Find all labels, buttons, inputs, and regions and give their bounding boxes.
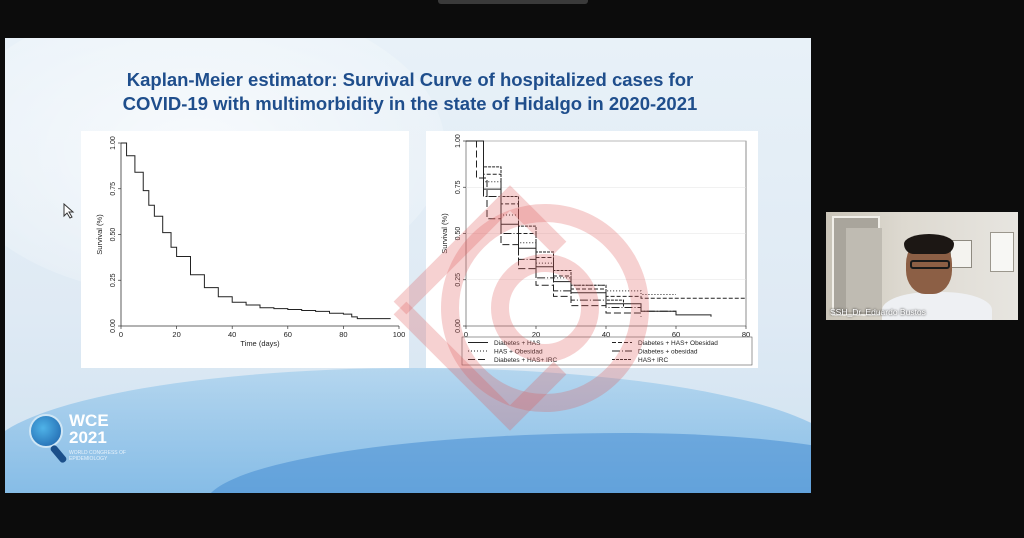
x-tick-label: 0 — [464, 330, 468, 339]
x-tick-label: 80 — [742, 330, 750, 339]
km-overall-chart: 0 20 40 60 80 100 0.00 0.25 0.50 0.75 1.00 Time (da… — [95, 136, 406, 348]
series-line-5 — [466, 140, 642, 317]
mouse-cursor-icon — [63, 203, 75, 219]
magnifier-handle-icon — [49, 444, 68, 464]
x-tick-label: 0 — [119, 330, 123, 339]
legend-label-1: Diabetes + HAS — [494, 340, 541, 347]
logo-text-line-1: WCE — [69, 411, 109, 430]
slide-title: Kaplan-Meier estimator: Survival Curve o… — [65, 68, 755, 116]
y-tick-label: 0.75 — [455, 180, 462, 194]
slide-title-line-2: COVID-19 with multimorbidity in the stat… — [122, 93, 698, 114]
plot-area — [121, 143, 399, 326]
participant-glasses — [910, 260, 950, 269]
participant-hair — [904, 234, 954, 254]
x-tick-label: 20 — [532, 330, 540, 339]
video-door — [832, 216, 882, 316]
x-tick-label: 40 — [228, 330, 236, 339]
y-axis-label: Survival (%) — [95, 214, 104, 255]
series-line-6 — [466, 140, 624, 308]
legend-label-2: Diabetes + HAS+ Obesidad — [638, 340, 718, 347]
y-tick-label: 1.00 — [110, 136, 117, 150]
y-tick-label: 0.00 — [110, 319, 117, 333]
x-tick-label: 60 — [672, 330, 680, 339]
series-line-2 — [466, 140, 746, 299]
participant-video-tile[interactable]: SSH_Dr. Eduardo Bustos — [826, 212, 1018, 320]
video-window — [990, 232, 1014, 272]
x-tick-label: 60 — [284, 330, 292, 339]
x-tick-label: 20 — [172, 330, 180, 339]
top-bar-handle[interactable] — [438, 0, 588, 4]
wce-logo: WCE 2021 WORLD CONGRESS OF EPIDEMIOLOGY — [27, 408, 147, 478]
legend-box: Diabetes + HAS Diabetes + HAS+ Obesidad HA… — [461, 336, 753, 366]
y-axis-label: Survival (%) — [440, 213, 449, 254]
y-tick-label: 0.25 — [455, 273, 462, 287]
legend-label-3: HAS + Obesidad — [494, 349, 543, 356]
y-tick-label: 0.00 — [455, 319, 462, 333]
y-tick-label: 0.50 — [110, 228, 117, 242]
x-axis-label: Time (days) — [240, 339, 280, 348]
legend-label-4: Diabetes + obesidad — [638, 349, 698, 356]
y-tick-label: 1.00 — [455, 134, 462, 148]
x-tick-label: 40 — [602, 330, 610, 339]
y-tick-label: 0.50 — [455, 227, 462, 241]
legend-label-6: HAS+ IRC — [638, 357, 668, 364]
legend-label-5: Diabetes + HAS+ IRC — [494, 357, 558, 364]
chart-panel-overall: 0 20 40 60 80 100 0.00 0.25 0.50 0.75 1.00 Time (da… — [81, 131, 409, 368]
slide-title-line-1: Kaplan-Meier estimator: Survival Curve o… — [126, 69, 694, 90]
legend-frame — [461, 336, 753, 366]
series-line-3 — [466, 140, 676, 296]
x-tick-label: 100 — [393, 330, 406, 339]
series-line-1 — [121, 142, 391, 320]
series-line-4 — [466, 140, 677, 314]
logo-subtitle: WORLD CONGRESS OF EPIDEMIOLOGY — [69, 450, 126, 462]
y-tick-label: 0.25 — [110, 273, 117, 287]
x-tick-label: 80 — [339, 330, 347, 339]
logo-text-line-2: 2021 — [69, 428, 107, 447]
presentation-slide: Kaplan-Meier estimator: Survival Curve o… — [5, 38, 811, 493]
participant-name-label: SSH_Dr. Eduardo Bustos — [830, 307, 926, 317]
logo-text: WCE 2021 — [69, 412, 109, 446]
participant-body — [882, 292, 992, 320]
globe-icon — [29, 414, 63, 448]
y-tick-label: 0.75 — [110, 182, 117, 196]
